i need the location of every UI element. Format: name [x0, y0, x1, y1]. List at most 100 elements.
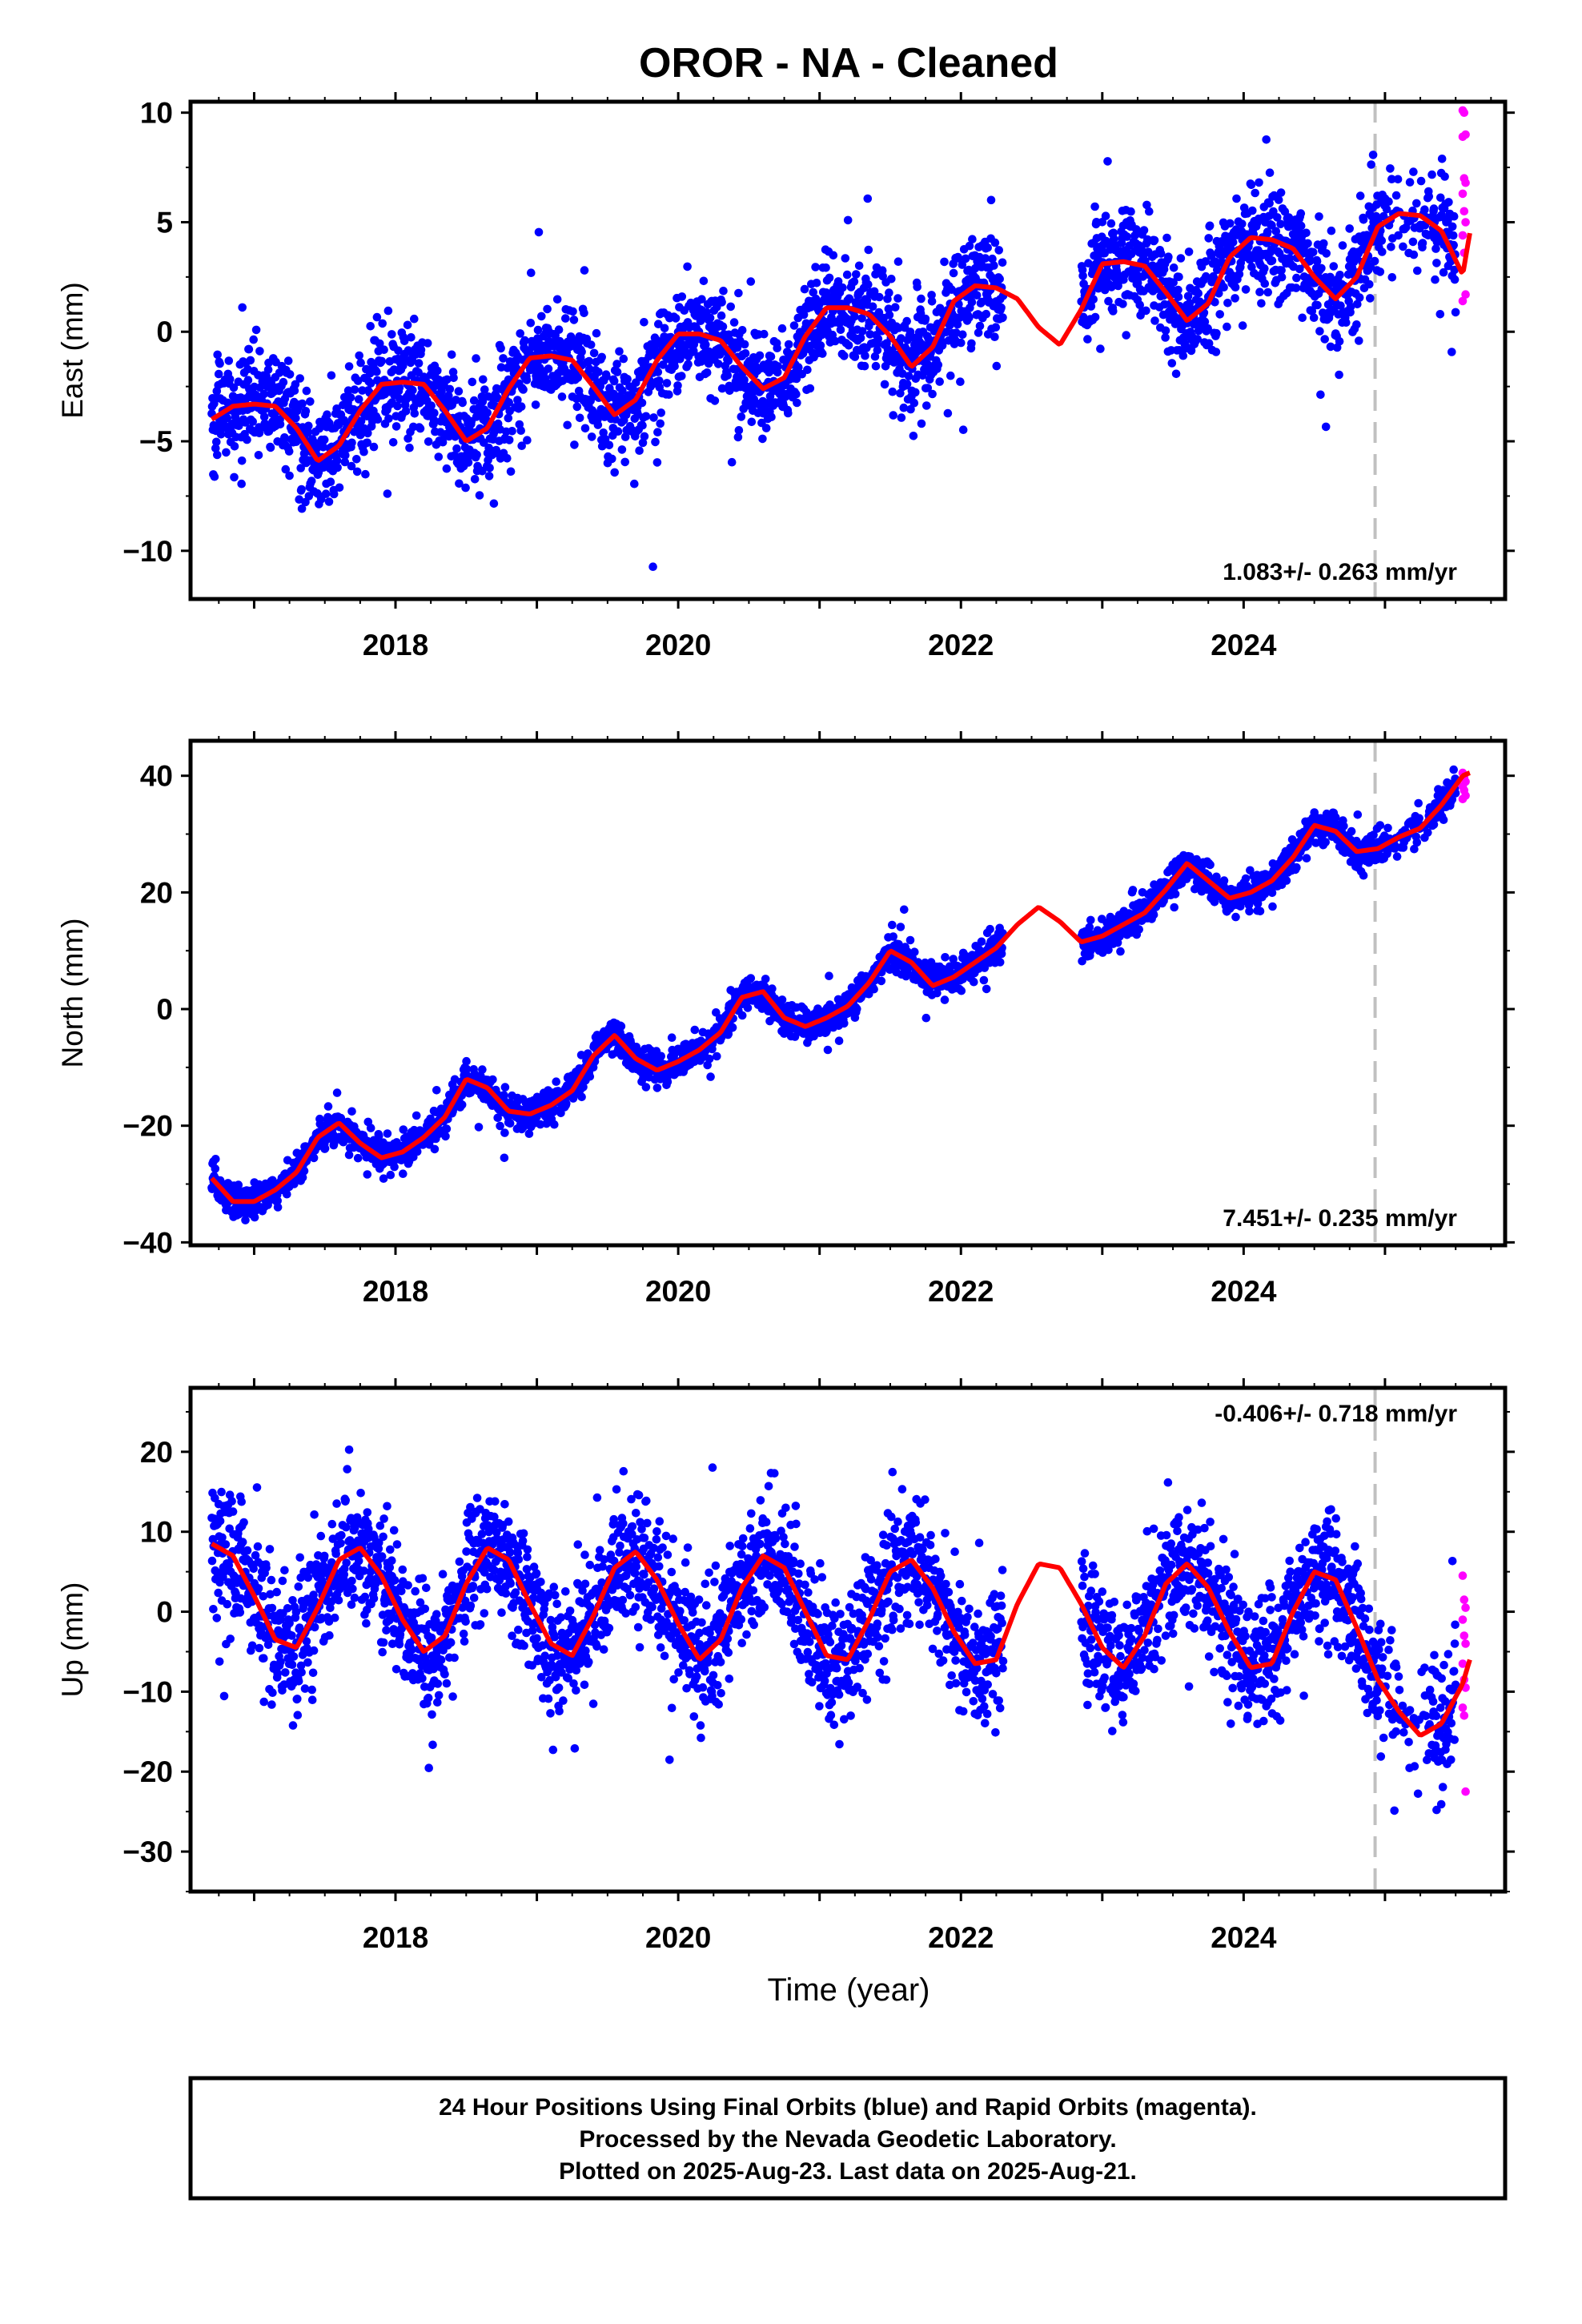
final-orbit-point — [875, 292, 884, 302]
final-orbit-point — [592, 328, 601, 338]
final-orbit-point — [608, 454, 616, 464]
final-orbit-point — [873, 334, 883, 344]
final-orbit-point — [281, 464, 291, 474]
final-orbit-point — [1200, 317, 1210, 327]
final-orbit-point — [1255, 178, 1263, 187]
final-orbit-point — [1450, 275, 1460, 284]
final-orbit-point — [496, 1121, 504, 1131]
final-orbit-point — [309, 1153, 319, 1163]
rapid-orbit-point — [1458, 296, 1468, 306]
final-orbit-point — [818, 349, 827, 358]
final-orbit-point — [620, 457, 629, 467]
final-orbit-point — [554, 325, 564, 335]
final-orbit-point — [273, 1203, 283, 1212]
final-orbit-point — [840, 352, 849, 360]
final-orbit-point — [1326, 342, 1335, 352]
final-orbit-point — [1156, 249, 1166, 258]
final-orbit-point — [717, 311, 726, 320]
final-orbit-point — [356, 416, 366, 425]
final-orbit-point — [516, 329, 524, 338]
final-orbit-point — [234, 1180, 243, 1189]
final-orbit-point — [913, 283, 921, 292]
final-orbit-point — [660, 324, 669, 333]
final-orbit-point — [967, 339, 976, 348]
final-orbit-point — [377, 356, 387, 366]
final-orbit-point — [873, 346, 882, 355]
final-orbit-point — [479, 375, 488, 384]
final-orbit-point — [1109, 307, 1118, 316]
final-orbit-point — [379, 345, 388, 355]
final-orbit-point — [768, 984, 777, 993]
final-orbit-point — [717, 384, 727, 393]
final-orbit-point — [1336, 301, 1345, 311]
final-orbit-point — [662, 379, 672, 388]
final-orbit-point — [304, 421, 313, 431]
final-orbit-point — [1135, 300, 1144, 310]
final-orbit-point — [972, 291, 982, 300]
final-orbit-point — [1432, 259, 1441, 267]
final-orbit-point — [1439, 267, 1448, 277]
final-orbit-point — [927, 291, 936, 300]
x-tick-label: 2018 — [363, 1275, 428, 1308]
final-orbit-point — [464, 458, 473, 467]
final-orbit-point — [366, 322, 375, 331]
final-orbit-point — [990, 332, 999, 342]
final-orbit-point — [623, 375, 632, 384]
final-orbit-point — [1118, 300, 1127, 308]
final-orbit-point — [423, 339, 432, 348]
x-tick-label: 2020 — [645, 629, 711, 661]
y-tick-label: −40 — [122, 1226, 173, 1259]
final-orbit-point — [934, 360, 943, 369]
final-orbit-point — [805, 384, 815, 393]
final-orbit-point — [656, 408, 665, 417]
final-orbit-point — [1194, 289, 1203, 298]
final-orbit-point — [923, 384, 933, 392]
final-orbit-point — [641, 412, 651, 421]
final-orbit-point — [366, 1124, 375, 1132]
final-orbit-point — [1223, 299, 1232, 308]
final-orbit-point — [1265, 199, 1274, 208]
final-orbit-point — [885, 311, 894, 320]
final-orbit-point — [285, 471, 294, 480]
final-orbit-point — [713, 360, 723, 368]
final-orbit-point — [341, 451, 350, 460]
final-orbit-point — [1106, 219, 1116, 228]
velocity-label: 1.083+/- 0.263 mm/yr — [1223, 559, 1457, 585]
final-orbit-point — [290, 386, 299, 396]
final-orbit-point — [1444, 198, 1453, 207]
final-orbit-point — [280, 433, 289, 442]
final-orbit-point — [393, 401, 402, 411]
y-axis-label: East (mm) — [56, 282, 89, 419]
final-orbit-point — [1296, 209, 1306, 218]
final-orbit-point — [641, 1083, 651, 1092]
final-orbit-point — [737, 326, 747, 335]
final-orbit-point — [1379, 211, 1388, 221]
final-orbit-point — [1174, 272, 1183, 282]
final-orbit-point — [1201, 257, 1211, 266]
final-orbit-point — [1352, 320, 1361, 329]
x-tick-label: 2018 — [363, 629, 428, 661]
final-orbit-point — [917, 294, 926, 304]
final-orbit-point — [1174, 292, 1183, 302]
final-orbit-point — [563, 420, 572, 430]
final-orbit-point — [921, 314, 930, 324]
final-orbit-point — [237, 456, 247, 465]
final-orbit-point — [609, 376, 619, 386]
final-orbit-point — [329, 489, 339, 499]
final-orbit-point — [561, 314, 570, 323]
final-orbit-point — [812, 279, 821, 287]
final-orbit-point — [1359, 215, 1368, 224]
final-orbit-point — [493, 1113, 502, 1123]
rapid-orbit-point — [1460, 207, 1469, 216]
final-orbit-point — [273, 1196, 283, 1205]
final-orbit-point — [332, 456, 342, 465]
final-orbit-point — [296, 464, 306, 472]
final-orbit-point — [1317, 263, 1326, 273]
final-orbit-point — [958, 330, 967, 340]
final-orbit-point — [1211, 298, 1219, 307]
final-orbit-point — [900, 905, 909, 915]
final-orbit-point — [526, 319, 536, 328]
final-orbit-point — [630, 479, 639, 489]
final-orbit-point — [320, 1144, 330, 1153]
